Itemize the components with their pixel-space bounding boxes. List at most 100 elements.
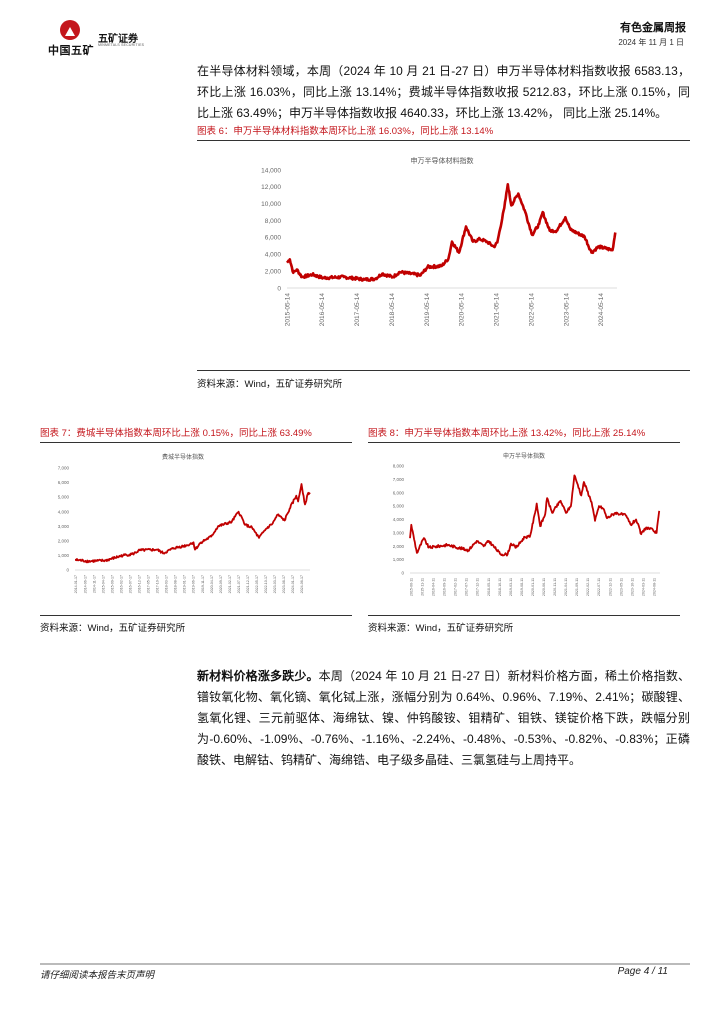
x-tick-label: 2019-06-17 <box>192 575 196 593</box>
y-tick-label: 5,000 <box>393 504 405 509</box>
x-tick-label: 2017-02-11 <box>454 578 458 596</box>
y-tick-label: 8,000 <box>393 464 405 469</box>
x-tick-label: 2024-06-17 <box>300 575 304 593</box>
x-tick-label: 2017-05-17 <box>147 575 151 593</box>
x-tick-label: 2021-12-17 <box>246 575 250 593</box>
divider <box>368 615 680 616</box>
y-tick-label: 4,000 <box>265 252 282 259</box>
chart-6-title: 申万半导体材料指数 <box>410 158 474 165</box>
x-tick-label: 2023-08-17 <box>282 575 286 593</box>
x-tick-label: 2017-12-11 <box>476 578 480 596</box>
figure-8-source: 资料来源：Wind，五矿证券研究所 <box>368 623 514 634</box>
y-tick-label: 2,000 <box>265 268 282 275</box>
x-tick-label: 2022-10-17 <box>264 575 268 593</box>
y-tick-label: 3,000 <box>393 530 405 535</box>
x-tick-label: 2015-11-11 <box>420 578 424 596</box>
top-section: 在半导体材料领域，本周（2024 年 10 月 21 日-27 日）申万半导体材… <box>197 61 690 390</box>
y-tick-label: 7,000 <box>58 466 70 471</box>
series-line <box>286 182 617 282</box>
x-tick-label: 2015-05-14 <box>284 293 291 327</box>
y-tick-label: 6,000 <box>393 490 405 495</box>
x-tick-label: 2019-05-14 <box>424 293 431 327</box>
x-tick-label: 2022-12-11 <box>608 578 612 596</box>
y-tick-label: 12,000 <box>261 184 281 191</box>
y-tick-label: 0 <box>66 568 69 573</box>
paragraph-semiconductor: 在半导体材料领域，本周（2024 年 10 月 21 日-27 日）申万半导体材… <box>197 64 690 120</box>
chart-6-sw-semiconductor-materials: 0 2,000 4,000 6,000 8,000 10,000 12,000 14,000 2… <box>261 167 617 327</box>
chart-8-sw-semiconductor: 0 1,000 2,000 3,000 4,000 5,000 6,000 7,000 8,00… <box>393 464 661 596</box>
x-tick-label: 2020-09-17 <box>219 575 223 593</box>
x-tick-label: 2015-09-17 <box>110 575 114 593</box>
x-tick-label: 2020-04-17 <box>210 575 214 593</box>
divider <box>197 140 690 141</box>
x-tick-label: 2017-10-17 <box>156 575 160 593</box>
x-tick-label: 2018-05-11 <box>487 578 491 596</box>
x-tick-label: 2015-06-11 <box>409 578 413 596</box>
x-tick-label: 2018-03-17 <box>165 575 169 593</box>
x-tick-label: 2020-11-11 <box>553 578 557 596</box>
x-tick-label: 2019-03-11 <box>509 578 513 596</box>
x-tick-label: 2024-03-11 <box>641 578 645 596</box>
y-tick-label: 8,000 <box>265 218 282 225</box>
chart-8-title: 申万半导体指数 <box>502 454 546 460</box>
y-tick-label: 7,000 <box>393 477 405 482</box>
x-tick-label: 2015-04-17 <box>101 575 105 593</box>
y-tick-label: 2,000 <box>58 538 70 543</box>
x-tick-label: 2014-11-17 <box>92 575 96 593</box>
divider <box>40 615 352 616</box>
y-tick-label: 4,000 <box>58 509 70 514</box>
x-tick-label: 2023-10-11 <box>630 578 634 596</box>
y-tick-label: 2,000 <box>393 544 405 549</box>
x-tick-label: 2016-12-17 <box>137 575 141 593</box>
x-tick-label: 2016-04-11 <box>432 578 436 596</box>
x-tick-label: 2019-01-17 <box>183 575 187 593</box>
x-tick-label: 2022-05-14 <box>528 293 535 327</box>
x-tick-label: 2022-02-11 <box>586 578 590 596</box>
footer-divider <box>40 963 690 965</box>
logo-group-name: 中国五矿 <box>48 45 94 57</box>
divider <box>197 370 690 371</box>
company-logo-emblem <box>60 20 80 40</box>
paragraph-lead: 新材料价格涨多跌少。 <box>197 669 319 683</box>
divider <box>40 442 352 443</box>
x-tick-label: 2017-07-11 <box>465 578 469 596</box>
y-tick-label: 10,000 <box>261 201 281 208</box>
x-tick-label: 2023-05-11 <box>619 578 623 596</box>
chart-7-philadelphia-semiconductor: 0 1,000 2,000 3,000 4,000 5,000 6,000 7,000 2014… <box>58 466 311 593</box>
y-tick-label: 3,000 <box>58 524 70 529</box>
x-tick-label: 2016-07-17 <box>128 575 132 593</box>
x-tick-label: 2019-08-11 <box>520 578 524 596</box>
x-tick-label: 2017-05-14 <box>354 293 361 327</box>
x-tick-label: 2021-07-17 <box>237 575 241 593</box>
y-tick-label: 6,000 <box>265 235 282 242</box>
x-tick-label: 2018-10-11 <box>498 578 502 596</box>
x-tick-label: 2022-07-11 <box>597 578 601 596</box>
logo-company-name: 五矿证券 <box>98 34 138 45</box>
paragraph-body: 本周（2024 年 10 月 21 日-27 日）新材料价格方面，稀土价格指数、… <box>197 669 690 767</box>
x-tick-label: 2021-02-17 <box>228 575 232 593</box>
figure-8-caption: 图表 8：申万半导体指数本周环比上涨 13.42%，同比上涨 25.14% <box>368 428 646 439</box>
x-tick-label: 2022-05-17 <box>255 575 259 593</box>
report-title: 有色金属周报 <box>620 22 686 34</box>
x-tick-label: 2019-11-17 <box>201 575 205 593</box>
paragraph-new-materials: 新材料价格涨多跌少。本周（2024 年 10 月 21 日-27 日）新材料价格… <box>197 666 690 771</box>
chart-7-title: 费城半导体指数 <box>161 455 205 461</box>
x-tick-label: 2016-02-17 <box>119 575 123 593</box>
y-tick-label: 5,000 <box>58 495 70 500</box>
divider <box>368 442 680 443</box>
report-date: 2024 年 11 月 1 日 <box>618 38 684 47</box>
x-tick-label: 2018-05-14 <box>389 293 396 327</box>
figure-6-caption: 图表 6：申万半导体材料指数本周环比上涨 16.03%，同比上涨 13.14% <box>197 126 494 137</box>
page-number: Page 4 / 11 <box>617 966 668 977</box>
x-tick-label: 2024-08-11 <box>652 578 656 596</box>
x-tick-label: 2016-09-11 <box>443 578 447 596</box>
figure-6-source: 资料来源：Wind，五矿证券研究所 <box>197 379 343 390</box>
x-tick-label: 2020-01-11 <box>531 578 535 596</box>
x-tick-label: 2021-09-11 <box>575 578 579 596</box>
x-tick-label: 2016-05-14 <box>319 293 326 327</box>
series-line <box>74 483 311 564</box>
x-tick-label: 2021-05-14 <box>494 293 501 327</box>
y-tick-label: 0 <box>401 571 404 576</box>
y-tick-label: 14,000 <box>261 167 281 174</box>
x-tick-label: 2018-08-17 <box>174 575 178 593</box>
